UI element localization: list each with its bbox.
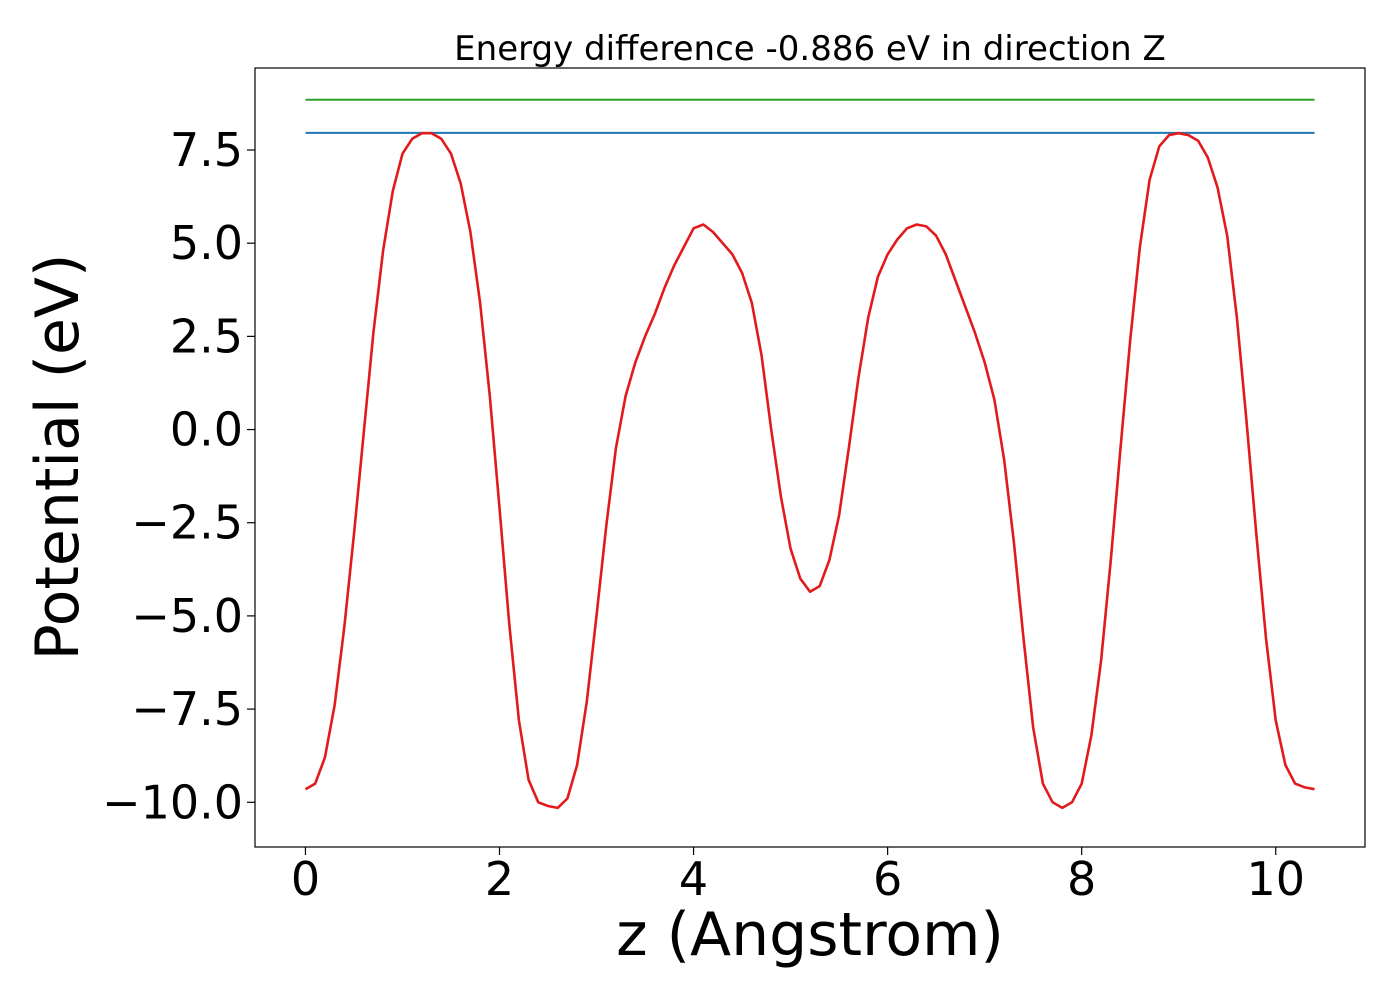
chart-title: Energy difference -0.886 eV in direction…	[454, 29, 1166, 69]
y-axis-label: Potential (eV)	[23, 254, 93, 661]
x-axis-ticks: 0 2 4 6 8 10	[291, 847, 1305, 906]
x-tick-label: 4	[679, 852, 708, 906]
x-tick-label: 2	[485, 852, 514, 906]
y-tick-label: 0.0	[170, 403, 243, 457]
y-tick-label: 7.5	[170, 123, 243, 177]
x-tick-label: 0	[291, 852, 320, 906]
plot-frame	[254, 67, 1366, 848]
y-tick-label: −5.0	[131, 589, 243, 643]
x-tick-label: 6	[873, 852, 902, 906]
y-tick-label: −10.0	[102, 775, 243, 829]
series-line-3	[304, 131, 1315, 810]
x-tick-label: 8	[1067, 852, 1096, 906]
y-tick-label: 5.0	[170, 216, 243, 270]
y-tick-label: −7.5	[131, 682, 243, 736]
y-axis-ticks: 7.5 5.0 2.5 0.0 −2.5 −5.0 −7.5 −10.0	[102, 123, 255, 829]
x-axis-label: z (Angstrom)	[616, 900, 1004, 970]
series-layer	[304, 98, 1315, 810]
x-tick-label: 10	[1246, 852, 1305, 906]
y-tick-label: −2.5	[131, 496, 243, 550]
y-tick-label: 2.5	[170, 309, 243, 363]
